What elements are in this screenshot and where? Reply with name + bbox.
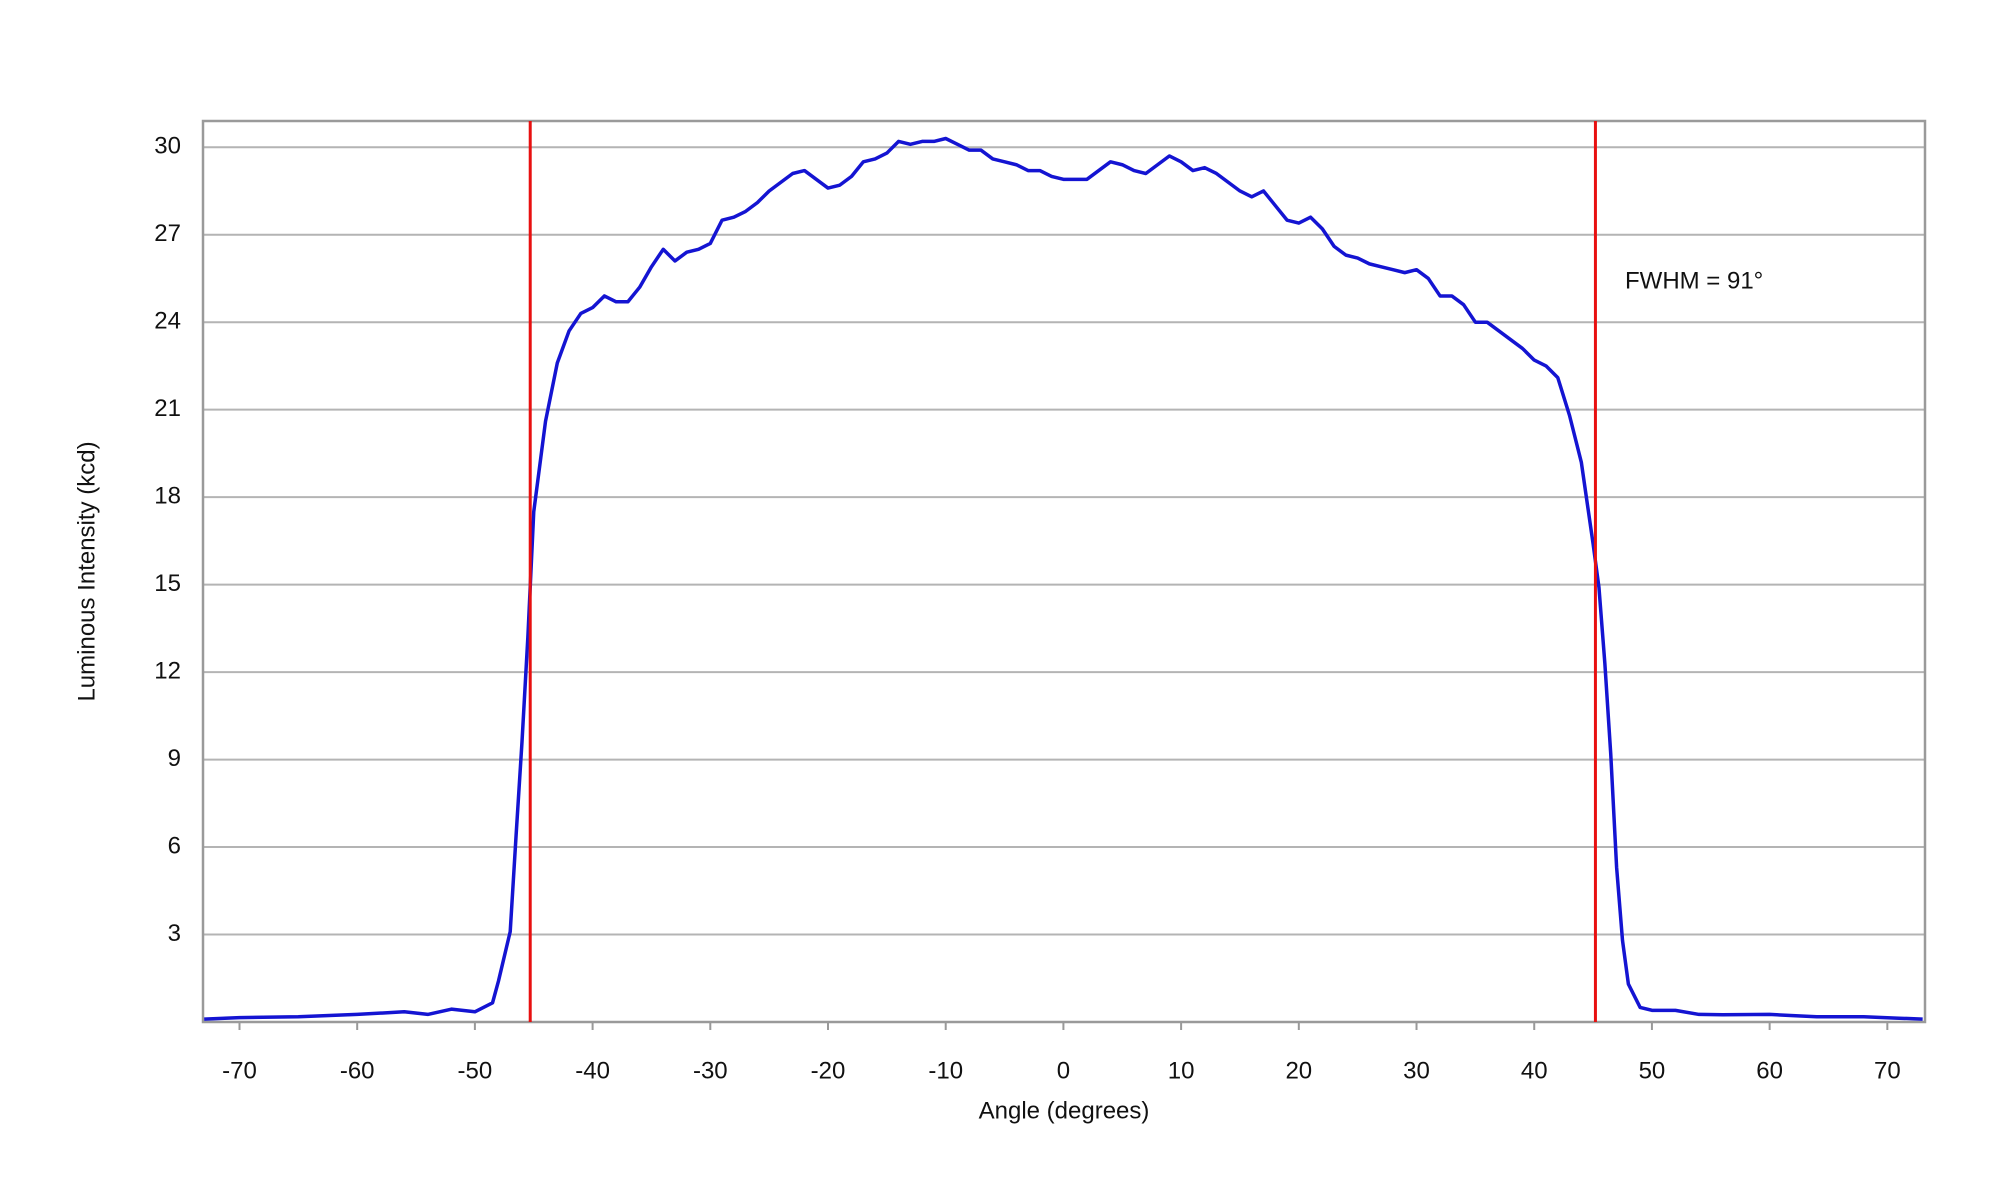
- y-tick-label: 9: [168, 745, 181, 772]
- x-axis-label: Angle (degrees): [979, 1097, 1150, 1124]
- x-tick-label: 60: [1756, 1057, 1783, 1084]
- y-tick-label: 30: [154, 133, 181, 160]
- x-tick-label: -70: [222, 1057, 257, 1084]
- x-tick-label: -30: [693, 1057, 728, 1084]
- x-tick-label: 40: [1521, 1057, 1548, 1084]
- y-tick-label: 21: [154, 395, 181, 422]
- x-tick-label: 70: [1874, 1057, 1901, 1084]
- y-tick-label: 6: [168, 832, 181, 859]
- annotation: FWHM = 91°: [1625, 267, 1763, 294]
- x-tick-label: -60: [340, 1057, 375, 1084]
- x-tick-label: 50: [1639, 1057, 1666, 1084]
- y-tick-label: 12: [154, 657, 181, 684]
- data-line: [204, 136, 1923, 1021]
- y-axis-label: Luminous Intensity (kcd): [73, 441, 100, 701]
- y-tick-label: 3: [168, 920, 181, 947]
- x-tick-label: 30: [1403, 1057, 1430, 1084]
- x-tick-label: 20: [1285, 1057, 1312, 1084]
- x-tick-label: 10: [1168, 1057, 1195, 1084]
- y-tick-label: 24: [154, 308, 181, 335]
- plot-frame: [201, 119, 1927, 1024]
- y-tick-label: 27: [154, 220, 181, 247]
- x-tick-label: -20: [811, 1057, 846, 1084]
- x-tick-label: -50: [458, 1057, 493, 1084]
- y-tick-label: 15: [154, 570, 181, 597]
- y-tick-label: 18: [154, 482, 181, 509]
- x-tick-label: -10: [928, 1057, 963, 1084]
- x-tick-label: -40: [575, 1057, 610, 1084]
- x-tick-label: 0: [1057, 1057, 1070, 1084]
